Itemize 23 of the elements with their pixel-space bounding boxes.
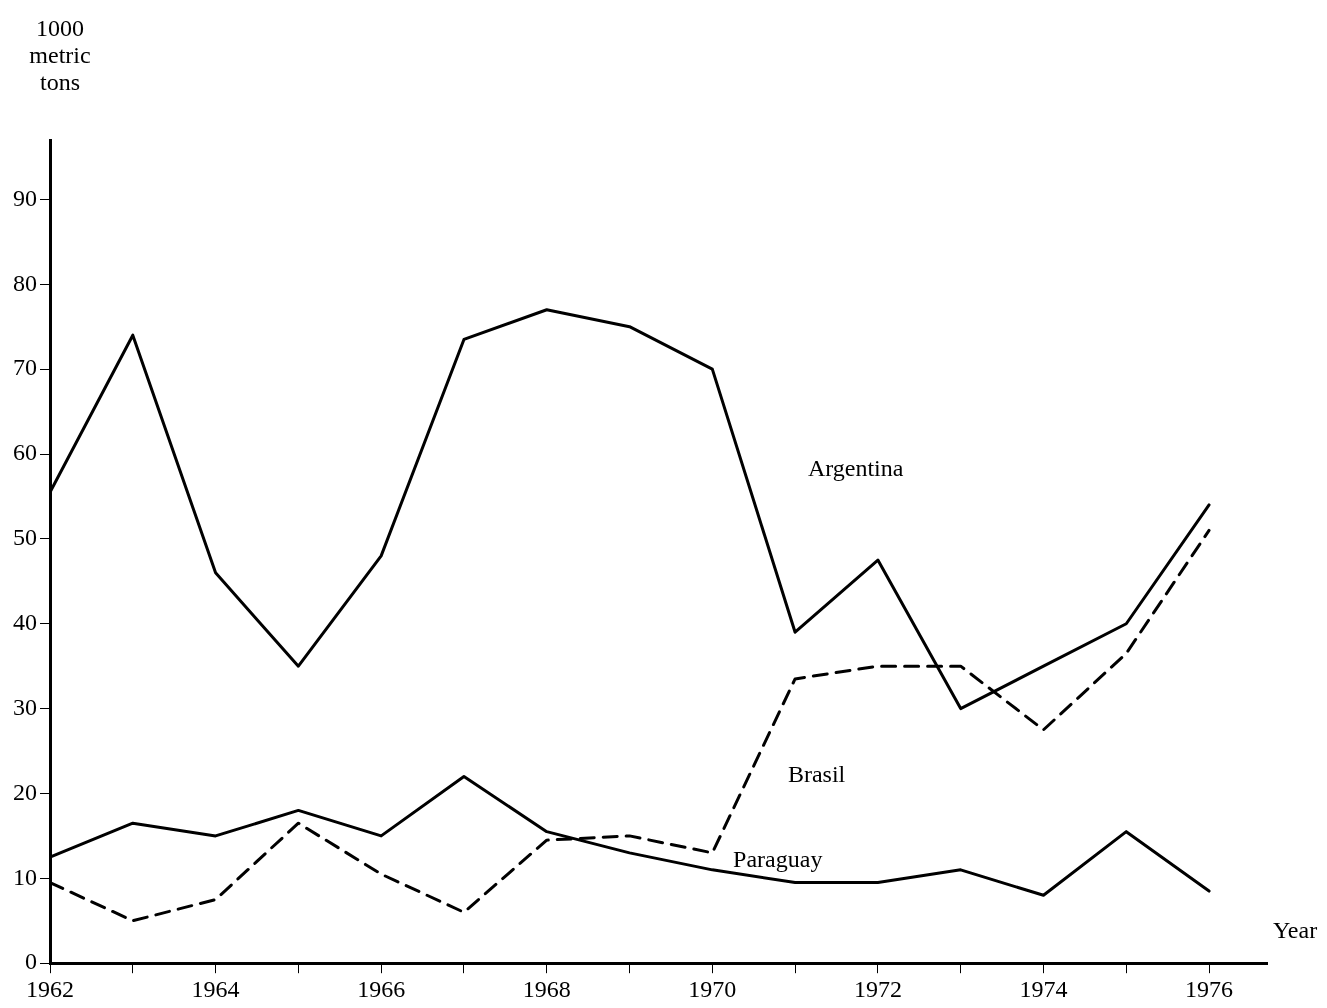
x-tick-label: 1964	[191, 975, 240, 1002]
y-tick-label: 60	[13, 439, 37, 466]
x-tick-label: 1972	[853, 975, 902, 1002]
x-tick-label: 1962	[26, 975, 74, 1002]
series-label: Paraguay	[733, 845, 823, 872]
y-tick-label: 80	[13, 269, 37, 296]
y-axis-title: 1000 metric tons	[29, 15, 91, 95]
x-tick-label: 1976	[1185, 975, 1234, 1002]
y-tick-label: 0	[25, 948, 37, 975]
text: Argentina	[807, 455, 904, 482]
y-tick-label: 50	[13, 524, 37, 551]
y-tick-label: 70	[13, 354, 37, 381]
x-tick-label: 1968	[522, 975, 571, 1002]
series-label: Brasil	[787, 761, 846, 788]
y-tick-label: 30	[13, 693, 37, 720]
x-tick-label: 1970	[688, 975, 737, 1002]
x-axis-title: Year	[1272, 916, 1318, 943]
y-tick-label: 10	[13, 863, 37, 890]
y-tick-label: 40	[13, 609, 37, 636]
x-tick-label: 1974	[1019, 975, 1068, 1002]
y-tick-label: 90	[13, 184, 37, 211]
x-tick-label: 1966	[357, 975, 406, 1002]
y-tick-label: 20	[13, 778, 37, 805]
